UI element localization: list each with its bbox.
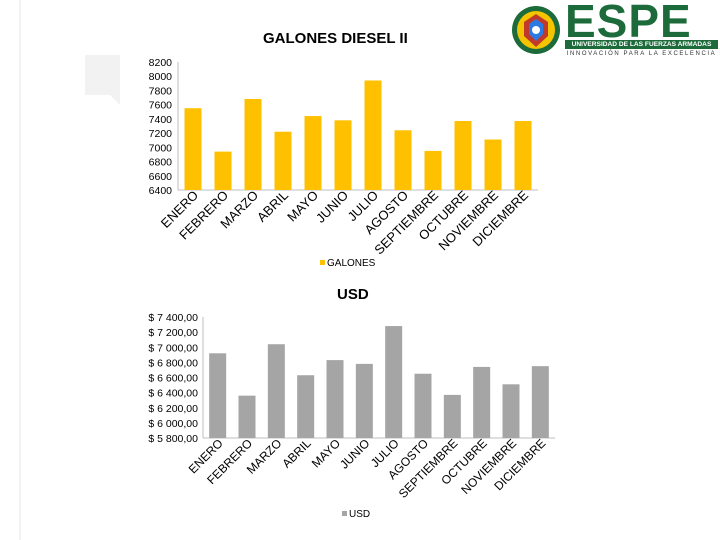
gallons-bar (274, 131, 292, 190)
usd-legend-label: USD (349, 509, 370, 520)
left-decoration (19, 0, 120, 540)
gallons-legend-label: GALONES (327, 258, 376, 269)
usd-y-tick-label: $ 7 000,00 (148, 342, 198, 354)
usd-bar (209, 353, 227, 438)
gallons-legend-swatch (320, 260, 325, 265)
gallons-y-tick-label: 8200 (149, 57, 173, 69)
usd-y-tick-label: $ 5 800,00 (148, 433, 198, 445)
espe-logo: ESPE UNIVERSIDAD DE LAS FUERZAS ARMADAS … (503, 0, 720, 62)
usd-y-tick-label: $ 6 600,00 (148, 373, 198, 385)
gallons-category-label: JUNIO (313, 188, 351, 226)
gallons-y-tick-label: 7600 (149, 100, 173, 112)
gallons-bar (304, 116, 322, 190)
usd-bar (385, 326, 403, 438)
usd-bar (531, 366, 549, 438)
usd-category-label: MAYO (309, 436, 343, 470)
gallons-y-tick-label: 7800 (149, 85, 173, 97)
usd-y-tick-label: $ 7 400,00 (148, 312, 198, 324)
gallons-y-tick-label: 6400 (149, 185, 173, 197)
usd-bar (238, 395, 256, 438)
gallons-bar (424, 150, 442, 190)
usd-bar (355, 363, 373, 438)
university-seal-icon (512, 6, 560, 54)
gallons-bar (514, 121, 532, 190)
usd-bar (473, 366, 491, 438)
usd-bar (297, 375, 315, 438)
gallons-bar (214, 151, 232, 190)
usd-bar (414, 373, 432, 438)
gallons-y-tick-label: 7200 (149, 128, 173, 140)
usd-legend-swatch (342, 511, 347, 516)
gallons-bar (484, 139, 502, 190)
gallons-bar (454, 121, 472, 190)
university-name: UNIVERSIDAD DE LAS FUERZAS ARMADAS (565, 40, 718, 49)
gallons-y-tick-label: 6800 (149, 157, 173, 169)
gallons-category-label: ABRIL (254, 188, 291, 225)
usd-bar (502, 384, 520, 438)
usd-y-tick-label: $ 7 200,00 (148, 327, 198, 339)
university-motto: INNOVACIÓN PARA LA EXCELENCIA (566, 51, 717, 57)
gallons-bar (394, 130, 412, 190)
usd-y-tick-label: $ 6 800,00 (148, 357, 198, 369)
usd-bar (443, 394, 461, 438)
usd-y-tick-label: $ 6 400,00 (148, 388, 198, 400)
gallons-chart-title: GALONES DIESEL II (263, 30, 408, 47)
usd-category-label: ABRIL (279, 436, 314, 471)
usd-category-label: JUNIO (337, 436, 372, 471)
gallons-y-tick-label: 6600 (149, 171, 173, 183)
brand-name: ESPE (565, 0, 692, 47)
gallons-y-tick-label: 8000 (149, 71, 173, 83)
gallons-bar (364, 80, 382, 190)
usd-y-tick-label: $ 6 200,00 (148, 403, 198, 415)
gallons-y-tick-label: 7000 (149, 142, 173, 154)
usd-bar (326, 360, 344, 438)
gallons-bar (184, 108, 202, 190)
gallons-bar (244, 98, 262, 190)
gallons-y-tick-label: 7400 (149, 114, 173, 126)
usd-bar (267, 344, 285, 438)
usd-chart-title: USD (337, 286, 369, 303)
usd-y-tick-label: $ 6 000,00 (148, 418, 198, 430)
gallons-bar (334, 120, 352, 190)
